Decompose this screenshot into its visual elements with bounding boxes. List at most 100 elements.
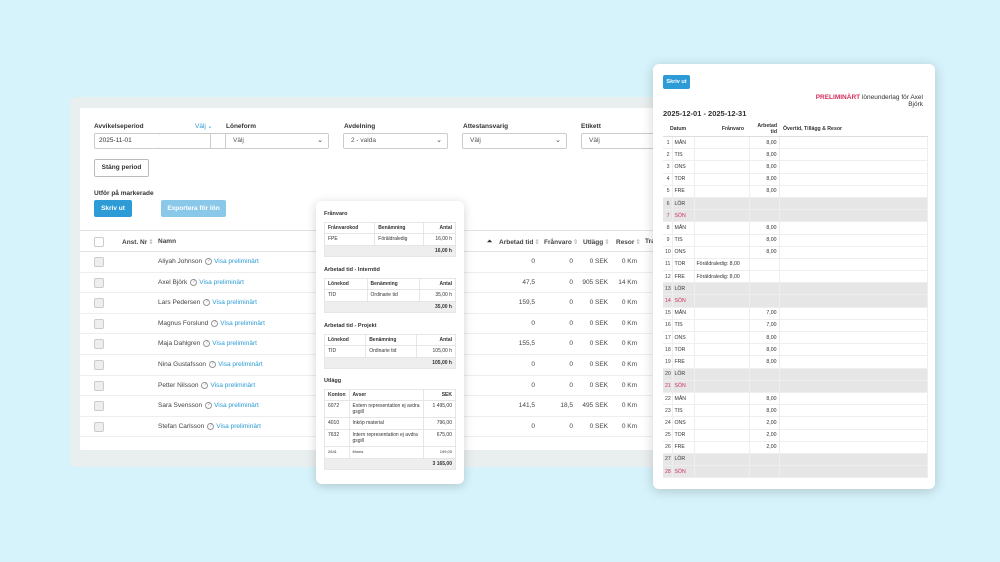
report-day-row: 27 LÖR	[663, 453, 929, 467]
help-icon[interactable]: ?	[205, 402, 213, 410]
help-icon[interactable]: ?	[203, 299, 211, 307]
show-preliminary-link[interactable]: Visa preliminärt	[212, 299, 257, 307]
projekt-th-name: Benämning	[365, 334, 417, 346]
projekt-table: Lönekod Benämning Antal TID Ordinarie ti…	[323, 334, 457, 369]
row-checkbox[interactable]	[94, 298, 104, 309]
report-th-extras: Övertid, Tillägg & Resor	[779, 122, 928, 137]
worked-value: 8,00	[749, 160, 780, 174]
chevron-down-icon: ⌄	[317, 137, 323, 144]
col-resor[interactable]: Resor⇕	[616, 238, 641, 246]
employee-name: Aliyah Johnson	[158, 258, 203, 266]
show-preliminary-link[interactable]: Visa preliminärt	[199, 278, 244, 286]
show-preliminary-link[interactable]: Visa preliminärt	[220, 320, 265, 328]
weekday: TOR	[672, 343, 695, 357]
col-franvaro[interactable]: Frånvaro⇕	[544, 238, 578, 246]
loneform-select[interactable]: Välj ⌄	[225, 133, 329, 149]
internt-total: 35,00 h	[324, 301, 456, 313]
attestansvarig-select[interactable]: Välj ⌄	[462, 133, 567, 149]
extras-value	[779, 270, 929, 284]
trips-cell: 0 Km	[621, 381, 637, 389]
utlagg-section-title: Utlägg	[324, 378, 342, 384]
avdelning-select[interactable]: 2 - valda ⌄	[343, 133, 448, 149]
day-number: 1	[663, 136, 673, 150]
help-icon[interactable]: ?	[201, 381, 209, 389]
col-namn[interactable]: Namn	[158, 238, 177, 245]
table-cell: Ordinarie tid	[365, 345, 417, 358]
period-choose-link[interactable]: Välj ⌄	[195, 123, 213, 130]
report-day-row: 7 SÖN	[663, 209, 929, 223]
col-utlagg[interactable]: Utlägg⇕	[583, 238, 610, 246]
report-day-row: 24 ONS 2,00	[663, 416, 929, 430]
worked-value	[749, 294, 780, 308]
col-tra[interactable]: Tra	[645, 238, 655, 245]
row-checkbox[interactable]	[94, 339, 104, 350]
select-all-checkbox[interactable]	[94, 237, 104, 247]
close-period-button[interactable]: Stäng period	[94, 159, 149, 177]
worked-value	[749, 453, 780, 467]
day-number: 2	[663, 148, 673, 162]
absence-value	[694, 173, 750, 186]
help-icon[interactable]: ?	[211, 319, 219, 327]
help-icon[interactable]: ?	[205, 258, 213, 265]
weekday: TOR	[672, 258, 695, 272]
row-checkbox[interactable]	[94, 257, 104, 267]
day-number: 23	[663, 404, 673, 418]
col-arbetad-tid[interactable]: Arbetad tid⇕	[499, 238, 540, 246]
utlagg-table: Konton Avser SEK 6072 Extern representat…	[324, 389, 456, 470]
row-checkbox[interactable]	[94, 277, 104, 288]
day-number: 27	[663, 453, 673, 467]
report-day-row: 20 LÖR	[663, 368, 929, 381]
show-preliminary-link[interactable]: Visa preliminärt	[212, 340, 257, 348]
etikett-select[interactable]: Välj	[581, 133, 660, 149]
worked-value: 7,00	[749, 319, 780, 333]
worked-time-cell: 141,5	[518, 402, 535, 410]
show-preliminary-link[interactable]: Visa preliminärt	[216, 423, 261, 431]
day-number: 4	[663, 173, 673, 186]
employee-name-cell: Nina Gustafsson? Visa preliminärt	[158, 361, 263, 368]
show-preliminary-link[interactable]: Visa preliminärt	[214, 258, 259, 266]
absence-value: Föräldraledig: 8,00	[694, 270, 750, 284]
row-checkbox[interactable]	[94, 401, 104, 412]
day-number: 17	[663, 331, 673, 345]
show-preliminary-link[interactable]: Visa preliminärt	[214, 402, 259, 410]
row-checkbox[interactable]	[94, 380, 104, 391]
row-checkbox[interactable]	[94, 318, 104, 329]
col-anst-nr[interactable]: Anst. Nr⇕	[122, 238, 154, 246]
absence-value	[694, 441, 750, 454]
row-checkbox[interactable]	[94, 421, 104, 432]
help-icon[interactable]: ?	[190, 278, 198, 286]
report-day-row: 1 MÅN 8,00	[663, 136, 929, 150]
day-number: 14	[663, 294, 673, 308]
weekday: ONS	[672, 160, 695, 174]
expenses-cell: 905 SEK	[582, 278, 608, 286]
row-checkbox[interactable]	[94, 360, 104, 370]
chevron-down-icon: ⌄	[205, 124, 213, 130]
show-preliminary-link[interactable]: Visa preliminärt	[218, 361, 263, 369]
projekt-section-title: Arbetad tid - Projekt	[324, 323, 377, 329]
help-icon[interactable]: ?	[209, 361, 217, 368]
trips-cell: 0 Km	[621, 258, 637, 265]
help-icon[interactable]: ?	[203, 340, 211, 348]
day-number: 8	[663, 221, 673, 235]
help-icon[interactable]: ?	[207, 422, 215, 430]
sort-icon: ⇕	[148, 239, 154, 246]
print-button[interactable]: Skriv ut	[94, 200, 132, 217]
worked-value	[749, 465, 780, 479]
report-print-button[interactable]: Skriv ut	[663, 75, 690, 89]
worked-value: 8,00	[749, 148, 780, 162]
period-label: Avvikelseperiod	[94, 123, 144, 130]
export-for-payroll-button[interactable]: Exportera för lön	[161, 200, 226, 217]
worked-time-cell: 159,5	[518, 299, 535, 307]
absence-value	[694, 246, 750, 259]
weekday: TIS	[672, 319, 695, 333]
weekday: MÅN	[672, 392, 695, 406]
absence-cell: 0	[569, 340, 573, 348]
employee-detail-popup: Frånvaro Frånvarokod Benämning Antal FPE…	[316, 201, 464, 484]
show-preliminary-link[interactable]: Visa preliminärt	[210, 381, 256, 389]
employee-name-cell: Lars Pedersen? Visa preliminärt	[158, 299, 257, 306]
weekday: LÖR	[672, 282, 695, 296]
weekday: FRE	[672, 355, 695, 369]
table-cell: 4010	[324, 417, 350, 430]
report-day-row: 12 FRE Föräldraledig: 8,00	[663, 270, 929, 284]
day-number: 13	[663, 282, 673, 296]
